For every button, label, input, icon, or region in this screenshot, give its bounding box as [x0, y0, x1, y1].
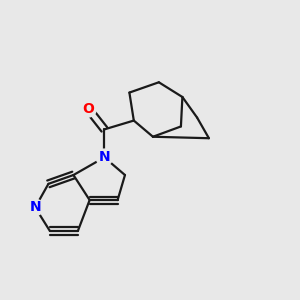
Text: N: N — [29, 200, 41, 214]
Circle shape — [96, 149, 112, 166]
Circle shape — [27, 199, 44, 216]
Circle shape — [80, 100, 96, 117]
Text: N: N — [98, 150, 110, 164]
Text: O: O — [82, 102, 94, 116]
